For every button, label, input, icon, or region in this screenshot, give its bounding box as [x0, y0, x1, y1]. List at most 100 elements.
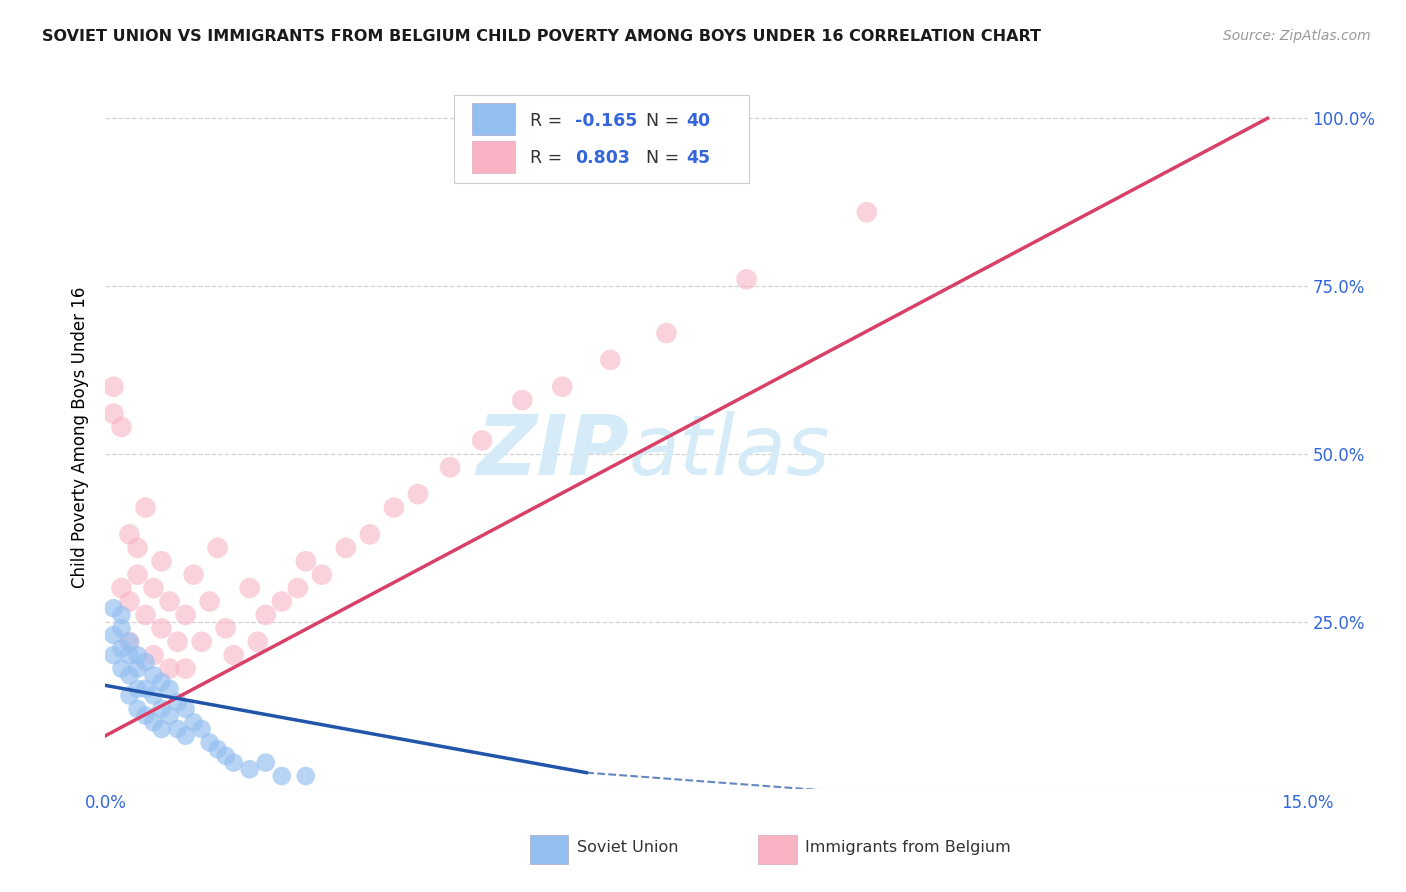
- Point: [127, 648, 149, 663]
- Point: [254, 607, 277, 622]
- Point: [246, 634, 269, 648]
- Point: [406, 487, 429, 501]
- Point: [103, 648, 125, 663]
- Point: [142, 668, 165, 682]
- Point: [239, 581, 262, 595]
- Point: [103, 601, 125, 615]
- Point: [214, 621, 236, 635]
- Point: [118, 594, 141, 608]
- Point: [159, 681, 181, 696]
- Point: [183, 715, 205, 730]
- Point: [135, 681, 157, 696]
- Point: [254, 756, 277, 770]
- Text: N =: N =: [647, 112, 685, 129]
- Point: [118, 634, 141, 648]
- Point: [735, 272, 758, 286]
- Point: [127, 662, 149, 676]
- Point: [135, 655, 157, 669]
- Point: [382, 500, 405, 515]
- Point: [510, 393, 533, 408]
- Point: [118, 648, 141, 663]
- Point: [471, 434, 494, 448]
- Point: [103, 628, 125, 642]
- Point: [150, 675, 173, 690]
- Point: [174, 662, 197, 676]
- Text: ZIP: ZIP: [475, 410, 628, 491]
- Point: [439, 460, 461, 475]
- Point: [150, 554, 173, 568]
- Text: N =: N =: [647, 149, 685, 167]
- Point: [214, 748, 236, 763]
- FancyBboxPatch shape: [472, 141, 516, 173]
- Point: [855, 205, 877, 219]
- Text: 0.803: 0.803: [575, 149, 630, 167]
- Point: [270, 594, 292, 608]
- Point: [190, 634, 212, 648]
- Point: [127, 681, 149, 696]
- Point: [655, 326, 678, 340]
- Point: [287, 581, 309, 595]
- Text: -0.165: -0.165: [575, 112, 638, 129]
- Point: [335, 541, 357, 555]
- Point: [110, 607, 132, 622]
- Y-axis label: Child Poverty Among Boys Under 16: Child Poverty Among Boys Under 16: [72, 286, 90, 588]
- Point: [222, 756, 245, 770]
- Point: [127, 702, 149, 716]
- Point: [142, 648, 165, 663]
- Point: [166, 695, 188, 709]
- Point: [207, 541, 229, 555]
- Point: [110, 662, 132, 676]
- Point: [166, 722, 188, 736]
- Point: [159, 708, 181, 723]
- Point: [150, 702, 173, 716]
- Text: SOVIET UNION VS IMMIGRANTS FROM BELGIUM CHILD POVERTY AMONG BOYS UNDER 16 CORREL: SOVIET UNION VS IMMIGRANTS FROM BELGIUM …: [42, 29, 1042, 44]
- Point: [118, 527, 141, 541]
- Point: [110, 641, 132, 656]
- Point: [110, 621, 132, 635]
- Point: [270, 769, 292, 783]
- Point: [295, 769, 318, 783]
- Point: [198, 735, 221, 749]
- Point: [183, 567, 205, 582]
- Point: [174, 729, 197, 743]
- Point: [551, 380, 574, 394]
- Point: [142, 715, 165, 730]
- Point: [150, 722, 173, 736]
- Point: [135, 607, 157, 622]
- Point: [150, 621, 173, 635]
- FancyBboxPatch shape: [454, 95, 748, 184]
- Point: [110, 581, 132, 595]
- Text: Source: ZipAtlas.com: Source: ZipAtlas.com: [1223, 29, 1371, 43]
- Point: [311, 567, 333, 582]
- Point: [198, 594, 221, 608]
- Text: R =: R =: [530, 112, 568, 129]
- Point: [142, 689, 165, 703]
- Point: [190, 722, 212, 736]
- Text: 45: 45: [686, 149, 710, 167]
- Point: [295, 554, 318, 568]
- Point: [174, 702, 197, 716]
- Point: [135, 500, 157, 515]
- Text: Soviet Union: Soviet Union: [576, 839, 678, 855]
- Point: [103, 380, 125, 394]
- Point: [174, 607, 197, 622]
- Text: atlas: atlas: [628, 410, 830, 491]
- Point: [118, 668, 141, 682]
- Point: [118, 689, 141, 703]
- Point: [159, 662, 181, 676]
- Point: [222, 648, 245, 663]
- Point: [142, 581, 165, 595]
- Text: R =: R =: [530, 149, 568, 167]
- Point: [127, 567, 149, 582]
- Point: [159, 594, 181, 608]
- Point: [239, 762, 262, 776]
- Point: [207, 742, 229, 756]
- Text: Immigrants from Belgium: Immigrants from Belgium: [806, 839, 1011, 855]
- Point: [599, 352, 621, 367]
- Text: 40: 40: [686, 112, 710, 129]
- FancyBboxPatch shape: [758, 835, 797, 864]
- Point: [127, 541, 149, 555]
- Point: [359, 527, 381, 541]
- Point: [103, 407, 125, 421]
- Point: [166, 634, 188, 648]
